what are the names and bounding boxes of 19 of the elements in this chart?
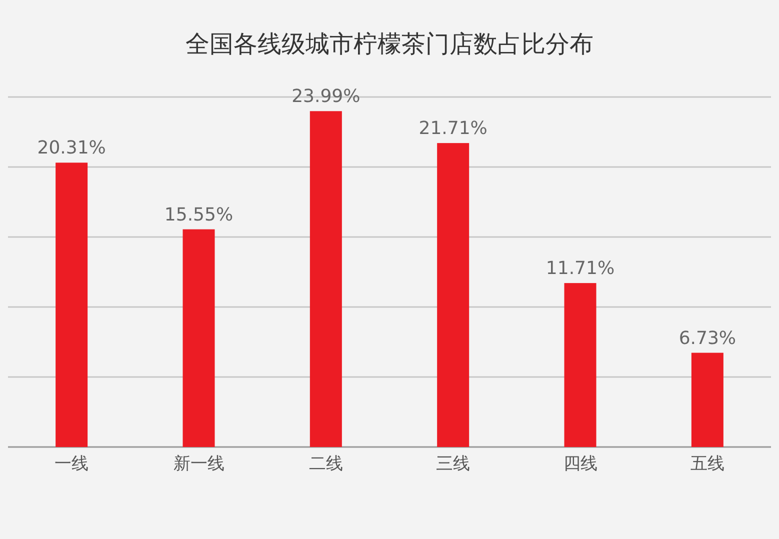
data-label: 11.71% (546, 258, 615, 280)
x-tick-label: 三线 (436, 454, 470, 474)
bar (437, 143, 470, 447)
bar (564, 283, 596, 447)
data-label: 15.55% (164, 204, 234, 226)
data-label: 21.71% (418, 118, 488, 140)
bar (691, 352, 724, 447)
x-tick-label: 五线 (690, 454, 724, 474)
bar (310, 111, 342, 447)
x-tick-label: 一线 (54, 454, 89, 474)
bar (182, 229, 215, 447)
x-tick-label: 四线 (563, 454, 598, 474)
x-tick-label: 新一线 (173, 454, 224, 474)
chart-title: 全国各线级城市柠檬茶门店数占比分布 (186, 30, 594, 58)
data-label: 20.31% (37, 138, 106, 159)
bar (56, 162, 88, 447)
data-label: 23.99% (292, 86, 360, 108)
data-label: 6.73% (678, 328, 736, 349)
x-tick-label: 二线 (308, 454, 343, 474)
